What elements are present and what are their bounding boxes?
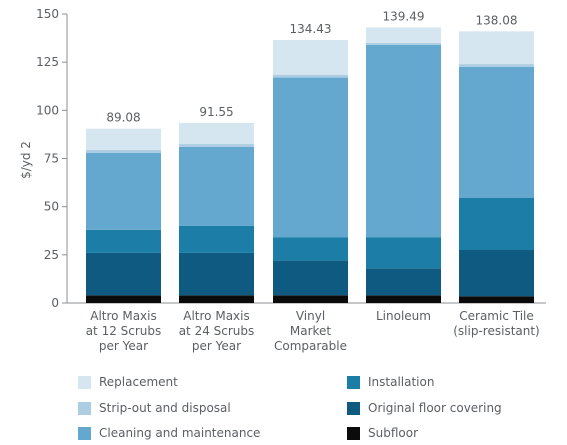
bar-segment-cleaning-and-maintenance [86, 152, 161, 230]
x-tick-label: (slip-resistant) [453, 324, 540, 338]
y-tick-label: 75 [44, 152, 59, 166]
y-tick-label: 50 [44, 200, 59, 214]
bar-segment-original-floor-covering [179, 252, 254, 296]
bar-segment-original-floor-covering [86, 252, 161, 296]
bar-segment-installation [86, 229, 161, 253]
bar-segment-cleaning-and-maintenance [179, 146, 254, 226]
bar-segment-replacement [366, 27, 441, 43]
x-tick-label: Ceramic Tile [459, 309, 534, 323]
bar-segment-subfloor [273, 295, 348, 303]
bar-total-label: 139.49 [383, 9, 425, 23]
bar-segment-subfloor [366, 295, 441, 303]
bar-segment-installation [273, 237, 348, 261]
bar-segment-installation [366, 237, 441, 269]
bar-segment-replacement [273, 40, 348, 75]
bar-segment-replacement [459, 31, 534, 65]
bar-segment-strip-out-and-disposal [459, 64, 534, 67]
x-tick-label: at 24 Scrubs [179, 324, 255, 338]
x-tick-label: Linoleum [376, 309, 431, 323]
x-tick-label: Comparable [274, 339, 347, 353]
bar-segment-original-floor-covering [366, 268, 441, 296]
y-tick-label: 25 [44, 248, 59, 262]
bar-total-label: 138.08 [476, 13, 518, 27]
bar-segment-subfloor [179, 295, 254, 303]
bar-segment-strip-out-and-disposal [366, 42, 441, 45]
bar-segment-cleaning-and-maintenance [459, 66, 534, 198]
bar-segment-strip-out-and-disposal [86, 149, 161, 153]
axes: 0 25 50 75 100 125 150 $/yd 2 [19, 7, 546, 310]
x-tick-label: Market [290, 324, 332, 338]
y-tick-label: 0 [51, 296, 59, 310]
x-tick-label: Altro Maxis [183, 309, 249, 323]
bar-segment-strip-out-and-disposal [179, 144, 254, 147]
bar-segment-subfloor [86, 295, 161, 303]
bars [86, 27, 534, 303]
x-tick-label: Altro Maxis [90, 309, 156, 323]
bar-segment-cleaning-and-maintenance [273, 77, 348, 238]
x-tick-label: per Year [99, 339, 148, 353]
y-tick-label: 100 [36, 103, 59, 117]
bar-segment-subfloor [459, 296, 534, 303]
bar-segment-installation [459, 197, 534, 251]
bar-segment-cleaning-and-maintenance [366, 44, 441, 238]
y-axis-title: $/yd 2 [19, 141, 33, 179]
bar-segment-installation [179, 225, 254, 253]
bar-total-label: 89.08 [106, 111, 140, 125]
bar-segment-original-floor-covering [273, 260, 348, 296]
bar-segment-replacement [179, 122, 254, 145]
bar-segment-replacement [86, 128, 161, 150]
bar-total-label: 91.55 [199, 105, 233, 119]
x-tick-label: Vinyl [296, 309, 325, 323]
x-tick-label: at 12 Scrubs [86, 324, 162, 338]
y-tick-label: 125 [36, 55, 59, 69]
bar-segment-strip-out-and-disposal [273, 74, 348, 78]
bar-total-label: 134.43 [290, 22, 332, 36]
x-tick-label: per Year [192, 339, 241, 353]
y-tick-label: 150 [36, 7, 59, 21]
bar-segment-original-floor-covering [459, 250, 534, 297]
